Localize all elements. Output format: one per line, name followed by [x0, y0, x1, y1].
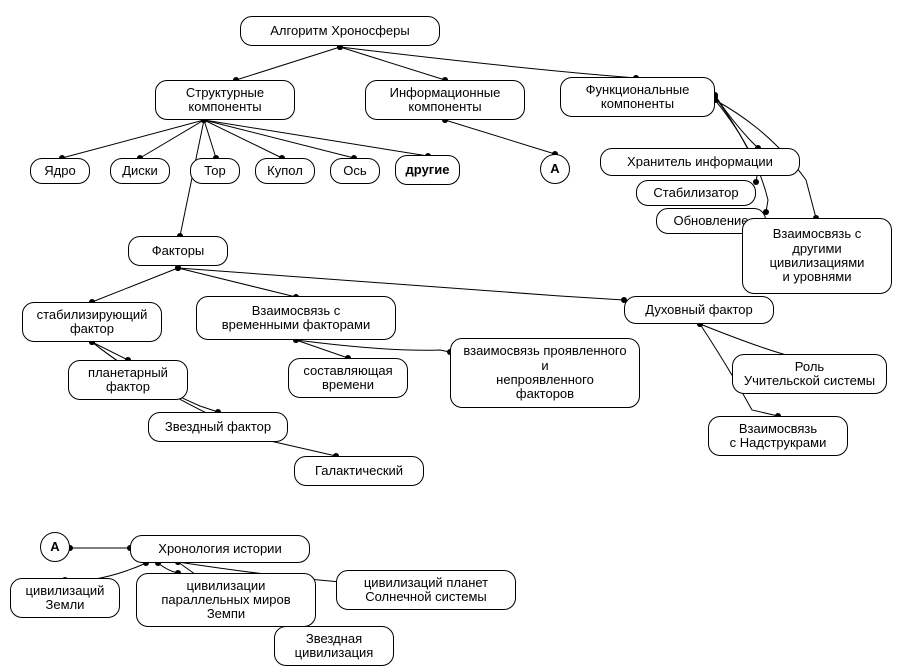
node-info: Информационные компоненты: [365, 80, 525, 120]
edge: [715, 95, 758, 148]
node-zvF: Звездный фактор: [148, 412, 288, 442]
edge: [204, 120, 216, 158]
node-vzNad: Взаимосвязь с Надструкрами: [708, 416, 848, 456]
edge: [140, 120, 204, 158]
edge: [158, 563, 178, 573]
node-diski: Диски: [110, 158, 170, 184]
node-fakt: Факторы: [128, 236, 228, 266]
edge: [204, 120, 428, 156]
node-root: Алгоритм Хроносферы: [240, 16, 440, 46]
edge: [340, 47, 445, 80]
node-duh: Духовный фактор: [624, 296, 774, 324]
node-vzVrem: Взаимосвязь с временными факторами: [196, 296, 396, 340]
node-struct: Структурные компоненты: [155, 80, 295, 120]
node-vzLvl: Взаимосвязь с другими цивилизациями и ур…: [742, 218, 892, 294]
edge: [236, 47, 340, 80]
node-A2: А: [40, 532, 70, 562]
node-vzPro: взаимосвязь проявленного и непроявленног…: [450, 338, 640, 408]
edge-dot: [753, 179, 759, 185]
node-civZ: цивилизаций Земли: [10, 578, 120, 618]
node-os: Ось: [330, 158, 380, 184]
node-civSol: цивилизаций планет Солнечной системы: [336, 570, 516, 610]
node-gal: Галактический: [294, 456, 424, 486]
edge: [204, 120, 282, 158]
edge: [204, 120, 354, 158]
node-A: А: [540, 154, 570, 184]
node-sostVr: составляющая времени: [288, 358, 408, 398]
node-rol: Роль Учительской системы: [732, 354, 887, 394]
node-drugie: другие: [395, 155, 460, 185]
node-func: Функциональные компоненты: [560, 77, 715, 117]
node-stabF: стабилизирующий фактор: [22, 302, 162, 342]
node-planet: планетарный фактор: [68, 360, 188, 400]
node-yadro: Ядро: [30, 158, 90, 184]
edge: [445, 120, 555, 154]
node-hron: Хронология истории: [130, 535, 310, 563]
edge: [92, 268, 178, 302]
node-tor: Тор: [190, 158, 240, 184]
edge: [340, 47, 636, 78]
edge: [92, 342, 128, 360]
node-civPar: цивилизации параллельных миров Земпи: [136, 573, 316, 627]
node-zvCiv: Звездная цивилизация: [274, 626, 394, 666]
node-kupol: Купол: [255, 158, 315, 184]
diagram-canvas: Алгоритм Хроносферы Структурные компонент…: [0, 0, 922, 667]
node-stab: Стабилизатор: [636, 180, 756, 206]
edge: [296, 340, 348, 358]
edge: [700, 324, 810, 358]
edge: [62, 120, 204, 158]
edge: [296, 340, 450, 352]
edge: [178, 268, 296, 297]
node-hranit: Хранитель информации: [600, 148, 800, 176]
